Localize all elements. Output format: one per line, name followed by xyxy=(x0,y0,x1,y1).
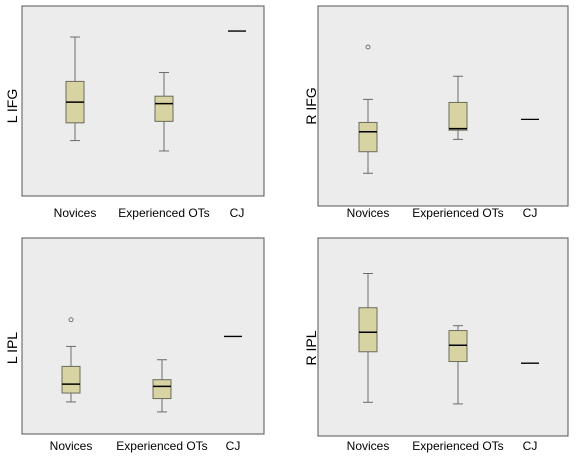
panel-4-x-tick-label: Experienced OTs xyxy=(412,439,503,453)
panel-2-outlier-point xyxy=(365,44,371,50)
panel-4-y-axis-label: R IPL xyxy=(303,330,319,365)
panel-3-box xyxy=(152,379,172,400)
panel-2-frame xyxy=(317,5,569,207)
panel-4-x-tick-label: CJ xyxy=(523,439,538,453)
panel-2-box xyxy=(358,121,378,153)
panel-1-x-tick-label: CJ xyxy=(230,206,245,220)
panel-3-outlier-point xyxy=(68,317,74,323)
panel-1-frame xyxy=(21,5,265,197)
panel-1-x-tick-label: Experienced OTs xyxy=(118,206,209,220)
panel-3-x-tick-label: Experienced OTs xyxy=(116,439,207,453)
panel-4-box xyxy=(448,330,468,363)
panel-3-x-tick-label: CJ xyxy=(226,439,241,453)
panel-1-x-tick-label: Novices xyxy=(54,206,97,220)
panel-1-y-axis-label: L IFG xyxy=(4,89,20,124)
panel-4-frame xyxy=(317,237,569,437)
panel-4-x-tick-label: Novices xyxy=(347,439,390,453)
panel-3-x-tick-label: Novices xyxy=(50,439,93,453)
panel-4-box xyxy=(358,307,378,353)
panel-2-y-axis-label: R IFG xyxy=(303,87,319,124)
panel-2-x-tick-label: Experienced OTs xyxy=(412,206,503,220)
panel-2-x-tick-label: CJ xyxy=(523,206,538,220)
panel-1-box xyxy=(154,95,174,122)
panel-2-x-tick-label: Novices xyxy=(347,206,390,220)
panel-3-box xyxy=(61,365,81,394)
panel-2-box xyxy=(448,101,468,131)
panel-3-frame xyxy=(21,237,265,435)
panel-3-y-axis-label: L IPL xyxy=(4,332,20,364)
